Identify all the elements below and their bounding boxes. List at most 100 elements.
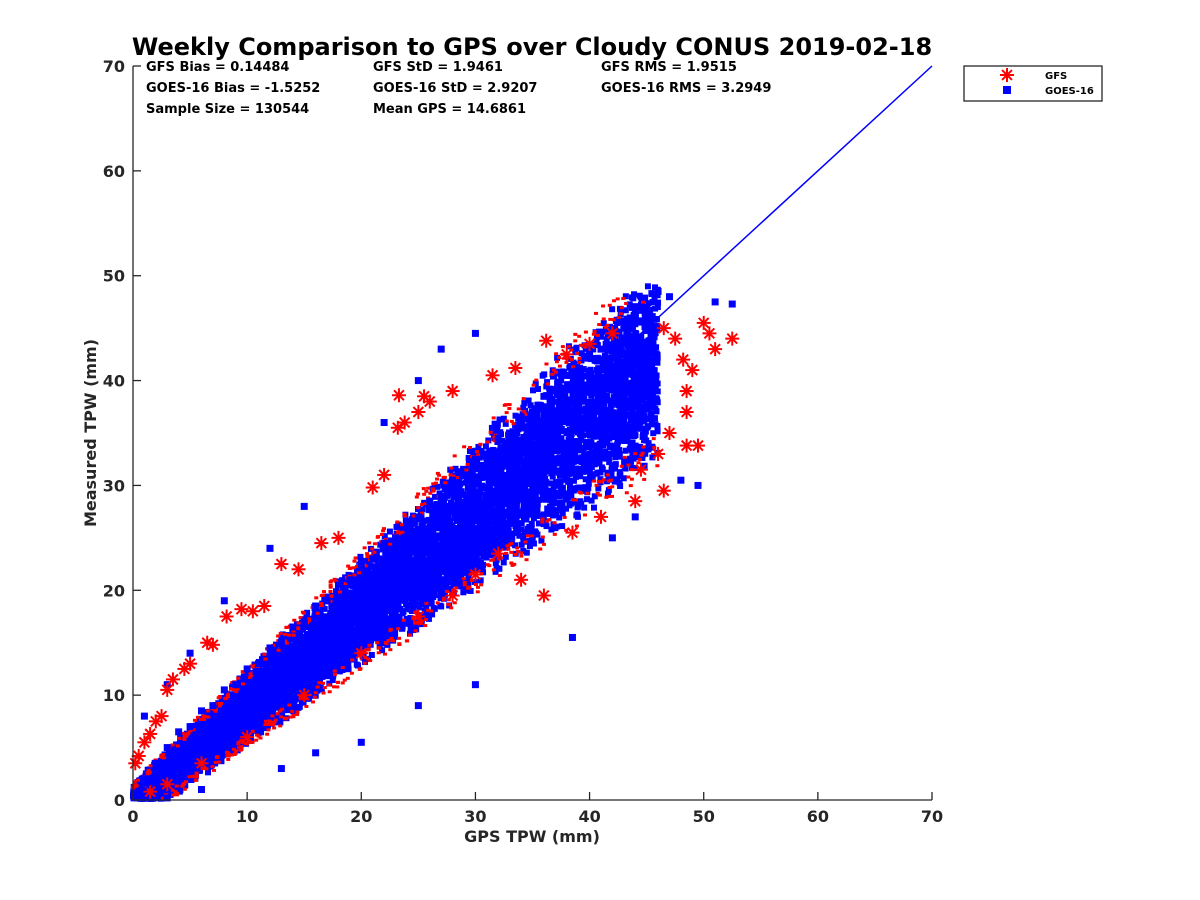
gfs-point <box>679 405 694 420</box>
gfs-point <box>508 360 523 375</box>
goes16-point <box>277 639 285 647</box>
gfs-point <box>297 688 312 703</box>
gfs-point <box>514 572 529 587</box>
x-axis-label: GPS TPW (mm) <box>464 827 600 846</box>
goes16-point <box>414 702 422 710</box>
goes16-point <box>346 576 354 584</box>
gfs-point <box>605 326 620 341</box>
goes16-point <box>711 298 719 306</box>
goes16-point <box>654 287 662 295</box>
gfs-point <box>143 784 158 799</box>
gfs-point <box>165 672 180 687</box>
goes16-point <box>289 623 297 631</box>
gfs-point <box>365 480 380 495</box>
point-cloud <box>130 283 662 802</box>
axes <box>132 65 933 801</box>
x-tick-label: 20 <box>350 807 372 826</box>
goes16-point <box>220 686 228 694</box>
gfs-point <box>468 567 483 582</box>
goes16-point <box>197 786 205 794</box>
goes16-point <box>300 618 308 626</box>
goes16-point <box>426 497 434 505</box>
y-tick-label: 60 <box>103 162 125 181</box>
gfs-point <box>539 333 554 348</box>
goes16-point <box>403 518 411 526</box>
goes16-point <box>186 723 194 731</box>
gfs-point <box>656 483 671 498</box>
gfs-point <box>445 588 460 603</box>
goes16-point <box>243 665 251 673</box>
stat-text: GFS Bias = 0.14484 <box>146 60 289 75</box>
gfs-point <box>245 604 260 619</box>
goes16-point <box>266 544 274 552</box>
goes16-point <box>380 539 388 547</box>
y-tick-label: 30 <box>103 476 125 495</box>
y-tick-label: 40 <box>103 372 125 391</box>
goes16-point <box>312 602 320 610</box>
gfs-point <box>491 546 506 561</box>
goes16-point <box>140 775 148 783</box>
gfs-point <box>274 557 289 572</box>
gfs-point <box>137 735 152 750</box>
gfs-point <box>676 352 691 367</box>
goes16-point <box>163 744 171 752</box>
goes16-point <box>152 759 160 767</box>
goes16-point <box>517 413 525 421</box>
gfs-point <box>668 331 683 346</box>
gfs-point <box>257 599 272 614</box>
goes16-point <box>694 481 702 489</box>
one-to-one-line <box>132 65 933 801</box>
goes16-point <box>597 345 605 353</box>
legend-goes16-label: GOES-16 <box>1045 86 1094 97</box>
x-tick-label: 70 <box>921 807 943 826</box>
gfs-point <box>131 748 146 763</box>
goes16-point <box>494 434 502 442</box>
goes16-point <box>277 765 285 773</box>
goes16-point <box>232 681 240 689</box>
gfs-point <box>691 438 706 453</box>
goes16-point <box>414 513 422 521</box>
gfs-point <box>445 384 460 399</box>
gfs-point <box>314 536 329 551</box>
data-points <box>128 287 740 802</box>
legend: GFS GOES-16 <box>963 65 1103 102</box>
reference-line-layer <box>132 65 933 801</box>
goes16-point <box>175 728 183 736</box>
stat-text: GFS RMS = 1.9515 <box>601 60 737 75</box>
gfs-point <box>291 562 306 577</box>
goes16-point <box>620 324 628 332</box>
goes16-point <box>209 702 217 710</box>
goes16-point <box>529 408 536 416</box>
goes16-point <box>483 450 491 458</box>
gfs-point <box>582 336 597 351</box>
goes16-point <box>186 649 194 657</box>
stat-text: GOES-16 RMS = 3.2949 <box>601 81 771 96</box>
gfs-point <box>411 609 426 624</box>
goes16-point <box>568 633 576 641</box>
y-tick-label: 50 <box>103 267 125 286</box>
stat-text: GOES-16 StD = 2.9207 <box>373 81 537 96</box>
goes16-point <box>506 429 514 437</box>
y-tick-label: 10 <box>103 686 125 705</box>
goes16-point <box>471 681 479 689</box>
goes16-point <box>728 300 736 308</box>
x-tick-label: 60 <box>807 807 829 826</box>
goes16-point <box>140 712 148 720</box>
goes16-point <box>220 597 228 605</box>
goes16-point <box>266 644 274 652</box>
y-axis-label: Measured TPW (mm) <box>81 339 100 527</box>
gfs-point <box>536 588 551 603</box>
gfs-point <box>656 321 671 336</box>
chart-title: Weekly Comparison to GPS over Cloudy CON… <box>132 33 932 61</box>
x-tick-label: 10 <box>236 807 258 826</box>
gfs-point <box>240 730 255 745</box>
goes16-point <box>471 455 479 463</box>
goes16-point <box>631 308 639 316</box>
goes16-point <box>357 738 365 746</box>
goes16-point <box>471 329 479 337</box>
gfs-point <box>725 331 740 346</box>
goes16-point <box>586 350 594 358</box>
gfs-point <box>593 509 608 524</box>
goes16-point <box>551 387 559 395</box>
